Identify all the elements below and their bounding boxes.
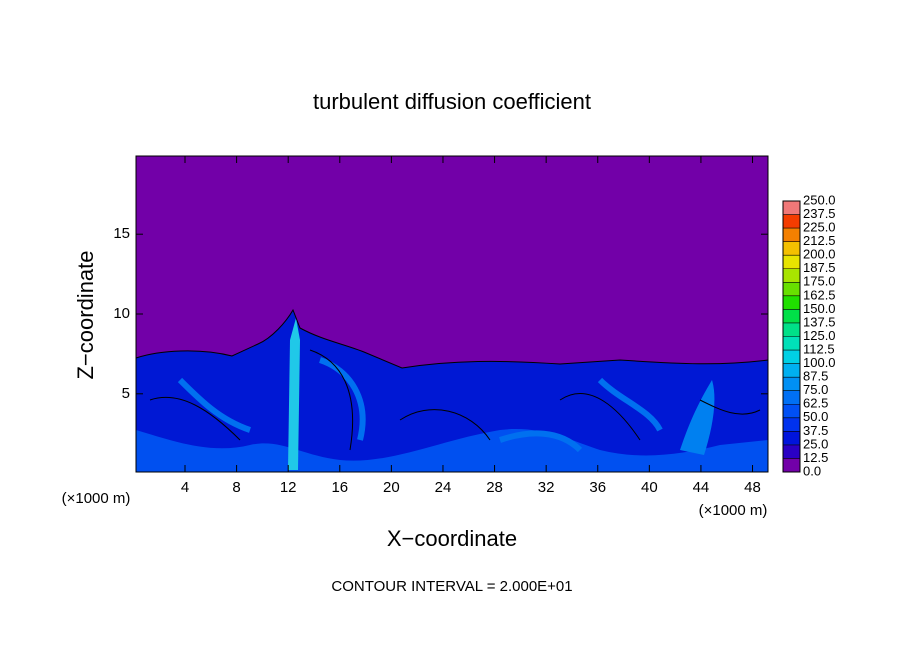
colorbar-band xyxy=(783,268,800,283)
colorbar-label: 37.5 xyxy=(803,423,828,438)
plume xyxy=(680,380,715,455)
contour-line xyxy=(135,308,769,369)
colorbar-band xyxy=(783,295,800,310)
x-tick-label: 48 xyxy=(744,479,761,496)
colorbar-label: 150.0 xyxy=(803,301,836,316)
y-axis-label: Z−coordinate xyxy=(73,250,98,379)
x-tick-label: 36 xyxy=(589,479,606,496)
colorbar-label: 100.0 xyxy=(803,355,836,370)
colorbar-label: 187.5 xyxy=(803,260,836,275)
x-unit-label: (×1000 m) xyxy=(699,502,768,519)
x-tick-label: 12 xyxy=(280,479,297,496)
x-tick-label: 4 xyxy=(181,479,189,496)
colorbar-label: 175.0 xyxy=(803,274,836,289)
colorbar-band xyxy=(783,255,800,269)
colorbar-band xyxy=(783,350,800,364)
contour-line xyxy=(149,349,761,451)
x-tick-label: 28 xyxy=(486,479,503,496)
x-tick-label: 40 xyxy=(641,479,658,496)
colorbar-label: 12.5 xyxy=(803,450,828,465)
x-tick-label: 20 xyxy=(383,479,400,496)
y-tick-label: 5 xyxy=(122,385,130,402)
colorbar-label: 87.5 xyxy=(803,369,828,384)
colorbar-band xyxy=(783,404,800,418)
y-tick-label: 15 xyxy=(113,225,130,242)
colorbar-band xyxy=(783,417,800,432)
plume xyxy=(288,318,300,470)
colorbar-label: 25.0 xyxy=(803,436,828,451)
footnote: CONTOUR INTERVAL = 2.000E+01 xyxy=(331,578,572,595)
colorbar-label: 0.0 xyxy=(803,463,821,478)
colorbar-band xyxy=(783,309,800,323)
y-tick-label: 10 xyxy=(113,305,130,322)
eddy xyxy=(177,357,663,453)
colorbar-band xyxy=(783,458,800,472)
colorbar-band xyxy=(783,228,800,242)
colorbar-band xyxy=(783,282,800,296)
colorbar-band xyxy=(783,363,800,378)
x-tick-label: 16 xyxy=(331,479,348,496)
field xyxy=(135,156,769,472)
colorbar-band xyxy=(783,390,800,405)
x-tick-label: 44 xyxy=(693,479,710,496)
colorbar-band xyxy=(783,431,800,445)
colorbar-label: 75.0 xyxy=(803,382,828,397)
colorbar-label: 237.5 xyxy=(803,206,836,221)
colorbar-label: 200.0 xyxy=(803,247,836,262)
colorbar-label: 212.5 xyxy=(803,233,836,248)
colorbar-band xyxy=(783,322,800,337)
colorbar-label: 225.0 xyxy=(803,220,836,235)
x-tick-label: 32 xyxy=(538,479,555,496)
colorbar-label: 250.0 xyxy=(803,192,836,207)
y-unit-label: (×1000 m) xyxy=(62,490,131,507)
colorbar-band xyxy=(783,241,800,256)
colorbar-label: 137.5 xyxy=(803,314,836,329)
colorbar-band xyxy=(783,444,800,459)
colorbar-label: 62.5 xyxy=(803,396,828,411)
colorbar-band xyxy=(783,377,800,391)
x-axis-label: X−coordinate xyxy=(387,526,517,551)
colorbar-label: 112.5 xyxy=(803,341,835,356)
x-tick-label: 8 xyxy=(232,479,240,496)
chart-title: turbulent diffusion coefficient xyxy=(313,89,591,114)
colorbar-band xyxy=(783,201,800,215)
x-tick-label: 24 xyxy=(435,479,452,496)
colorbar-band xyxy=(783,336,800,351)
colorbar-label: 125.0 xyxy=(803,328,836,343)
colorbar-label: 50.0 xyxy=(803,409,828,424)
colorbar-label: 162.5 xyxy=(803,287,836,302)
colorbar-band xyxy=(783,214,800,229)
